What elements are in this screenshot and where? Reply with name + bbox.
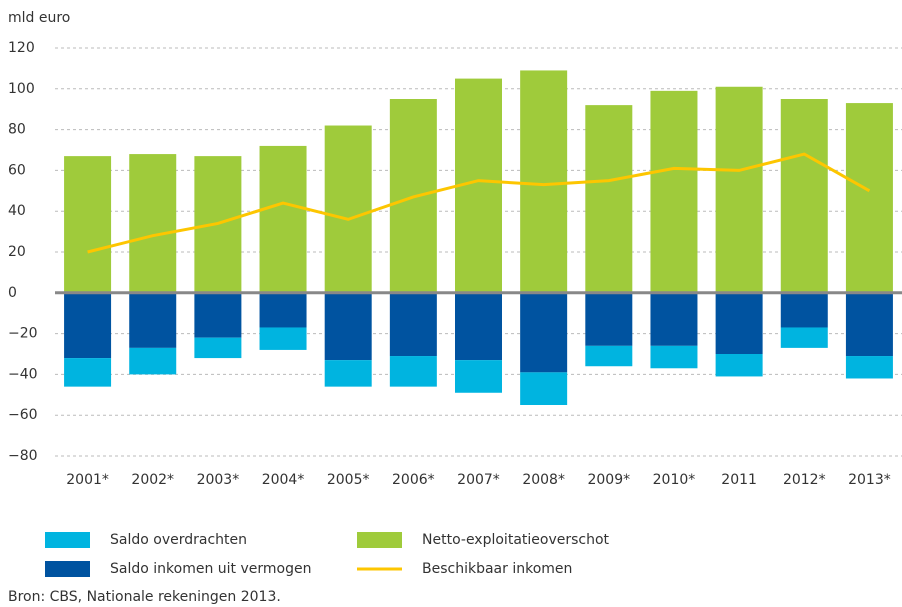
bar (650, 345, 698, 369)
bar (520, 292, 568, 373)
bar (455, 360, 502, 393)
bar (259, 292, 307, 328)
bar (389, 292, 437, 357)
y-tick-label: −60 (8, 407, 38, 423)
legend-label: Beschikbaar inkomen (422, 561, 572, 577)
legend-label: Saldo inkomen uit vermogen (110, 561, 311, 577)
y-tick-label: 100 (8, 81, 35, 97)
line (87, 152, 871, 254)
bar (194, 292, 242, 338)
y-tick-label: 120 (8, 40, 35, 56)
bar (64, 358, 112, 387)
bar (520, 70, 568, 293)
bar (715, 86, 763, 293)
bar (650, 90, 698, 293)
bar (259, 327, 307, 350)
y-tick-label: 80 (8, 122, 26, 138)
y-tick-label: −40 (8, 366, 38, 382)
x-tick-label: 2011 (721, 472, 757, 488)
x-tick-label: 2008* (522, 472, 565, 488)
bar (650, 292, 698, 346)
bar (455, 292, 502, 361)
bar (324, 360, 372, 387)
y-tick-label: 40 (8, 203, 26, 219)
bar (585, 345, 633, 367)
bar (64, 292, 112, 359)
bar (780, 99, 828, 293)
x-tick-label: 2013* (848, 472, 891, 488)
x-tick-label: 2006* (392, 472, 435, 488)
x-tick-label: 2007* (457, 472, 500, 488)
x-tick-label: 2001* (66, 472, 109, 488)
x-tick-label: 2004* (262, 472, 305, 488)
bar (129, 292, 177, 348)
bar (129, 154, 177, 293)
legend-swatch (357, 532, 402, 548)
bar (780, 327, 828, 348)
bar (715, 354, 763, 377)
x-tick-label: 2005* (327, 472, 370, 488)
y-axis-label: mld euro (8, 10, 70, 26)
bar (520, 372, 568, 405)
y-tick-label: 60 (8, 162, 26, 178)
y-tick-label: 0 (8, 285, 17, 301)
bar (129, 347, 177, 375)
legend-label: Netto-exploitatieoverschot (422, 532, 610, 548)
bar (64, 156, 112, 293)
bar (845, 103, 893, 293)
bar (324, 125, 372, 293)
bar (585, 105, 633, 293)
legend-swatch (45, 561, 90, 577)
x-tick-label: 2010* (653, 472, 696, 488)
bar (845, 292, 893, 357)
y-tick-label: 20 (8, 244, 26, 260)
y-tick-label: −80 (8, 448, 38, 464)
bar (715, 292, 763, 354)
x-tick-label: 2009* (587, 472, 630, 488)
bar (780, 292, 828, 328)
bar (259, 145, 307, 293)
x-tick-label: 2002* (131, 472, 174, 488)
bar (585, 292, 633, 346)
bar (845, 356, 893, 379)
y-tick-label: −20 (8, 326, 38, 342)
bar (389, 356, 437, 387)
legend-label: Saldo overdrachten (110, 532, 247, 548)
x-tick-label: 2003* (197, 472, 240, 488)
bar (194, 337, 242, 359)
bar (324, 292, 372, 361)
source: Bron: CBS, Nationale rekeningen 2013. (8, 589, 281, 605)
legend-swatch (45, 532, 90, 548)
x-tick-label: 2012* (783, 472, 826, 488)
